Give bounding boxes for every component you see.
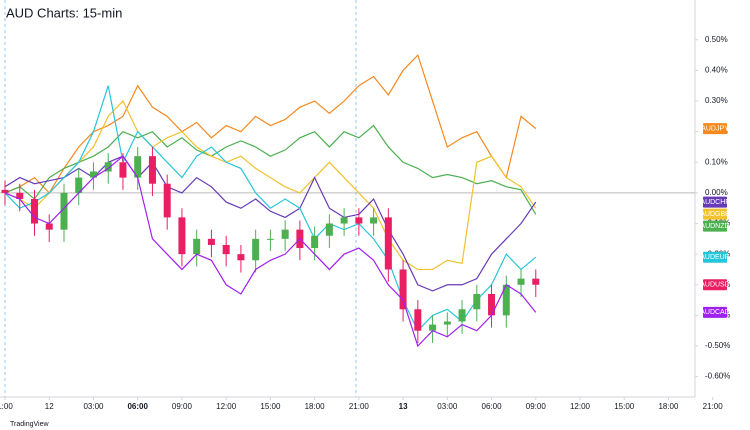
y-tick-label: -0.60% <box>705 372 730 381</box>
candle-body <box>1 189 9 193</box>
candle-body <box>429 324 437 331</box>
candle-body <box>532 278 540 285</box>
series-line <box>4 155 537 348</box>
x-tick-label: 21:00 <box>703 402 724 411</box>
candle-body <box>473 293 481 310</box>
candle-body <box>414 309 422 331</box>
candle-body <box>237 254 245 261</box>
x-tick-label: 1:00 <box>0 402 13 411</box>
candle-body <box>193 238 201 255</box>
candle-body <box>370 217 378 224</box>
price-tag <box>703 220 727 232</box>
candle-body <box>384 217 392 270</box>
x-tick-label: 09:00 <box>172 402 193 411</box>
footer: TradingView <box>10 421 49 428</box>
y-tick-label: -0.50% <box>705 341 730 350</box>
candle-body <box>104 162 112 172</box>
price-tag <box>703 306 727 318</box>
x-tick-label: 15:00 <box>260 402 281 411</box>
x-tick-label: 03:00 <box>83 402 104 411</box>
price-tag-label: AUDCAD <box>700 309 730 316</box>
candle-body <box>207 238 215 245</box>
candle-body <box>89 171 97 178</box>
x-tick-label: 12 <box>45 402 54 411</box>
candle-body <box>45 223 53 230</box>
candle-body <box>252 238 260 261</box>
x-tick-label: 09:00 <box>526 402 547 411</box>
x-tick-label: 12:00 <box>570 402 591 411</box>
x-tick-label: 18:00 <box>305 402 326 411</box>
candle-body <box>325 223 333 236</box>
candle-body <box>30 199 38 224</box>
candle-body <box>266 238 274 240</box>
price-tag-label: AUDNZD <box>700 223 729 230</box>
price-tag-label: AUDEUR <box>700 254 730 261</box>
y-tick-label: 0.00% <box>705 188 728 197</box>
candle-body <box>163 183 171 218</box>
y-tick-label: 0.30% <box>705 96 728 105</box>
x-tick-label: 13 <box>399 402 408 411</box>
candle-body <box>281 229 289 239</box>
x-tick-label: 03:00 <box>437 402 458 411</box>
y-tick-label: 0.50% <box>705 35 728 44</box>
series-line <box>4 100 537 271</box>
x-tick-label: 06:00 <box>127 402 148 411</box>
x-tick-label: 15:00 <box>614 402 635 411</box>
candle-body <box>488 293 496 316</box>
chart-title: AUD Charts: 15-min <box>6 5 122 20</box>
candle-body <box>340 217 348 224</box>
x-tick-label: 21:00 <box>349 402 370 411</box>
price-tag <box>703 208 727 220</box>
candle-body <box>148 156 156 184</box>
price-tag <box>703 251 727 263</box>
candle-body <box>134 156 142 178</box>
price-tag-label: AUDCHF <box>700 199 729 206</box>
candle-body <box>311 235 319 249</box>
series-line <box>4 85 537 332</box>
price-tag-label: AUDUSD <box>700 282 730 289</box>
price-tag <box>703 123 727 135</box>
candle-body <box>75 177 83 193</box>
candle-body <box>355 217 363 224</box>
x-tick-label: 18:00 <box>658 402 679 411</box>
candle-body <box>119 162 127 178</box>
candle-body <box>517 278 525 285</box>
candle-body <box>443 321 451 325</box>
candle-body <box>502 284 510 316</box>
y-tick-label: 0.10% <box>705 157 728 166</box>
price-tag <box>703 279 727 291</box>
y-tick-label: 0.40% <box>705 66 728 75</box>
price-tag <box>703 196 727 208</box>
candle-body <box>60 192 68 230</box>
candle-body <box>16 192 24 200</box>
x-tick-label: 12:00 <box>216 402 237 411</box>
price-tag-label: AUDJPY <box>701 125 729 132</box>
candle-body <box>399 269 407 310</box>
price-tag-label: AUDGBP <box>700 211 730 218</box>
candle-body <box>222 244 230 255</box>
series-line <box>4 124 537 215</box>
candle-body <box>458 309 466 322</box>
candle-body <box>178 217 186 255</box>
x-tick-label: 06:00 <box>482 402 503 411</box>
